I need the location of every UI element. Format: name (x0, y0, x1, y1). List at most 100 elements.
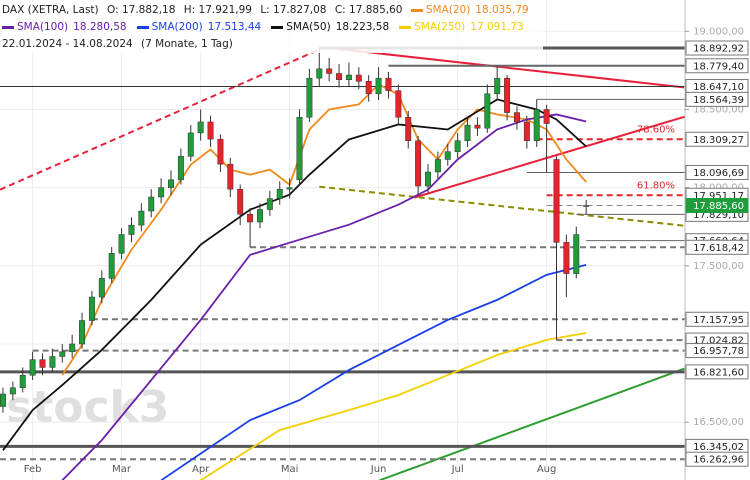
legend-item: SMA(250) 17.091,73 (399, 21, 529, 33)
candle-body (385, 77, 392, 91)
fib-label: 61.80% (637, 180, 675, 191)
price-label: 17.024,82 (693, 336, 744, 347)
price-label: 16.821,60 (693, 367, 744, 378)
candle-body (563, 242, 570, 274)
y-tick-label: 17.500,00 (693, 261, 744, 272)
candle-body (177, 156, 184, 181)
candle-body (444, 151, 451, 160)
legend-swatch (410, 8, 423, 12)
candle-body (98, 278, 105, 298)
candle-body (543, 109, 550, 124)
price-label-box (685, 91, 749, 107)
price-label-box (685, 198, 749, 214)
candle-body (59, 351, 66, 357)
candle-body (128, 224, 135, 235)
legend-value: 18.223,58 (335, 21, 390, 33)
legend-name: SMA(100) (17, 21, 69, 33)
candle-body (256, 209, 263, 223)
legend-item: SMA(50) 18.223,58 (271, 21, 394, 33)
price-label-box (685, 131, 749, 147)
ohlc-open: O: 17.882,18 (107, 4, 176, 16)
price-label-box (685, 311, 749, 327)
fib-label: 78.60% (637, 124, 675, 135)
legend-item: SMA(100) 18.280,58 (2, 21, 132, 33)
candle-body (464, 124, 471, 141)
candle-body (306, 77, 313, 118)
candle-body (237, 188, 244, 215)
x-tick-label: Jun (370, 464, 387, 475)
price-label-box (685, 58, 749, 74)
legend-name: SMA(50) (286, 21, 331, 33)
legend-value: 18.280,58 (73, 21, 127, 33)
legend-swatch (399, 25, 412, 29)
candle-body (523, 121, 530, 141)
candle-body (108, 253, 115, 279)
candle-body (296, 117, 303, 181)
candle-body (158, 187, 165, 198)
legend-item: SMA(20) 18.035,79 (410, 4, 534, 16)
candle-body (49, 356, 56, 368)
candle-body (79, 320, 86, 345)
candle-body (434, 159, 441, 173)
x-tick-label: Aug (537, 464, 557, 475)
legend-item: SMA(200) 17.513,44 (136, 21, 267, 33)
trendline (324, 46, 685, 89)
candle-body (88, 296, 95, 321)
candle-body (533, 109, 540, 141)
price-label-box (685, 40, 749, 56)
candle-body (9, 387, 16, 395)
candle-body (513, 112, 520, 123)
price-label: 17.951,17 (693, 191, 744, 202)
price-label: 18.779,40 (693, 61, 744, 72)
legend-value: 17.513,44 (207, 21, 262, 33)
price-label: 18.096,69 (693, 168, 744, 179)
candle-body (266, 198, 273, 210)
y-tick-label: 16.500,00 (693, 417, 744, 428)
legend-name: SMA(250) (414, 21, 466, 33)
price-label: 18.647,10 (693, 82, 744, 93)
price-label: 17.157,95 (693, 315, 744, 326)
price-label: 17.829,10 (693, 210, 744, 221)
price-label: 17.618,42 (693, 243, 744, 254)
candle-body (474, 124, 481, 129)
price-label: 18.309,27 (693, 135, 744, 146)
x-tick-label: Feb (24, 464, 42, 475)
price-label-box (685, 239, 749, 255)
candle-body (553, 159, 560, 243)
legend-value: 18.035,79 (475, 4, 529, 16)
price-label: 16.345,02 (693, 442, 744, 453)
price-label: 18.892,92 (693, 44, 744, 55)
legend-header: DAX (XETRA, Last) O: 17.882,18 H: 17.921… (2, 2, 543, 53)
candle-body (355, 74, 362, 82)
candle-body (583, 205, 590, 207)
candle-body (326, 68, 333, 74)
watermark: stock3 (6, 382, 169, 433)
legend-row: DAX (XETRA, Last) O: 17.882,18 H: 17.921… (2, 2, 539, 19)
candle-body (207, 121, 214, 140)
sma-line (160, 263, 587, 480)
candle-body (168, 179, 174, 188)
sma-line (61, 113, 587, 480)
sma-line (2, 98, 587, 451)
candle-body (336, 73, 343, 80)
price-label-box (685, 451, 749, 467)
legend-swatch (271, 25, 284, 29)
sma-line (61, 83, 587, 376)
candle-body (247, 213, 254, 223)
x-tick-label: Mar (112, 464, 132, 475)
candle-body (345, 74, 352, 80)
candle-body (365, 81, 372, 95)
ohlc-low: L: 17.827,08 (260, 4, 327, 16)
price-label: 17.885,60 (693, 201, 744, 212)
candle-body (454, 140, 461, 152)
legend-row: 22.01.2024 - 14.08.2024 (7 Monate, 1 Tag… (2, 36, 539, 53)
candle-body (415, 140, 422, 187)
candle-body (29, 359, 36, 376)
candle-body (148, 196, 155, 212)
sma-line (200, 332, 587, 480)
candle-body (118, 234, 125, 254)
candle-body (286, 187, 293, 190)
